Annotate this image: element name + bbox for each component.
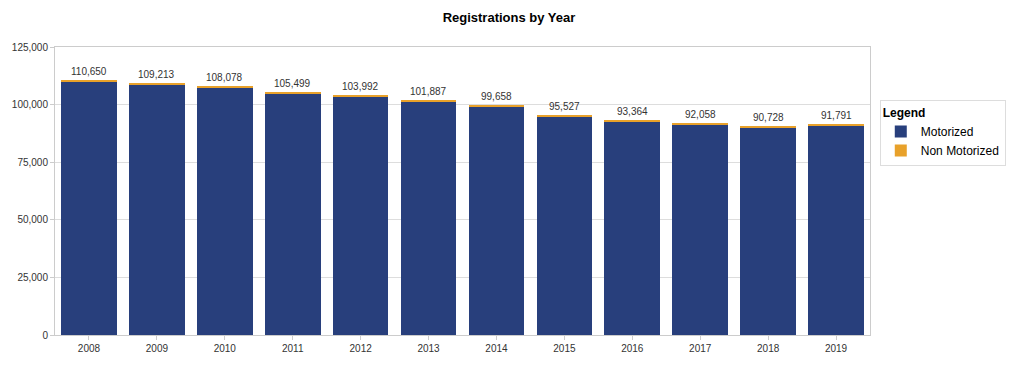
svg-text:109,213: 109,213 xyxy=(138,69,175,80)
svg-text:Registrations by Year: Registrations by Year xyxy=(443,10,576,25)
svg-text:100,000: 100,000 xyxy=(12,99,49,110)
svg-text:Motorized: Motorized xyxy=(921,125,974,139)
svg-text:0: 0 xyxy=(42,330,48,341)
svg-text:125,000: 125,000 xyxy=(12,42,49,53)
svg-text:50,000: 50,000 xyxy=(17,214,48,225)
svg-text:95,527: 95,527 xyxy=(549,101,580,112)
svg-text:110,650: 110,650 xyxy=(71,66,107,77)
svg-text:90,728: 90,728 xyxy=(753,112,784,123)
svg-text:2019: 2019 xyxy=(825,343,848,354)
svg-text:2010: 2010 xyxy=(214,343,237,354)
svg-text:2018: 2018 xyxy=(757,343,780,354)
svg-text:92,058: 92,058 xyxy=(685,109,716,120)
svg-text:75,000: 75,000 xyxy=(17,157,48,168)
svg-text:99,658: 99,658 xyxy=(481,91,512,102)
svg-text:2011: 2011 xyxy=(282,343,304,354)
svg-text:25,000: 25,000 xyxy=(17,272,48,283)
svg-text:103,992: 103,992 xyxy=(342,81,379,92)
svg-text:105,499: 105,499 xyxy=(274,78,311,89)
svg-text:Legend: Legend xyxy=(883,106,926,120)
svg-text:91,791: 91,791 xyxy=(821,110,852,121)
svg-text:2017: 2017 xyxy=(689,343,712,354)
svg-text:93,364: 93,364 xyxy=(617,106,648,117)
svg-text:2015: 2015 xyxy=(553,343,576,354)
svg-text:2009: 2009 xyxy=(146,343,169,354)
svg-text:108,078: 108,078 xyxy=(206,72,243,83)
svg-text:2013: 2013 xyxy=(417,343,440,354)
svg-text:2016: 2016 xyxy=(621,343,644,354)
svg-text:Non Motorized: Non Motorized xyxy=(921,144,999,158)
svg-text:2012: 2012 xyxy=(350,343,373,354)
svg-text:2014: 2014 xyxy=(485,343,508,354)
svg-text:2008: 2008 xyxy=(78,343,101,354)
svg-text:101,887: 101,887 xyxy=(410,86,447,97)
